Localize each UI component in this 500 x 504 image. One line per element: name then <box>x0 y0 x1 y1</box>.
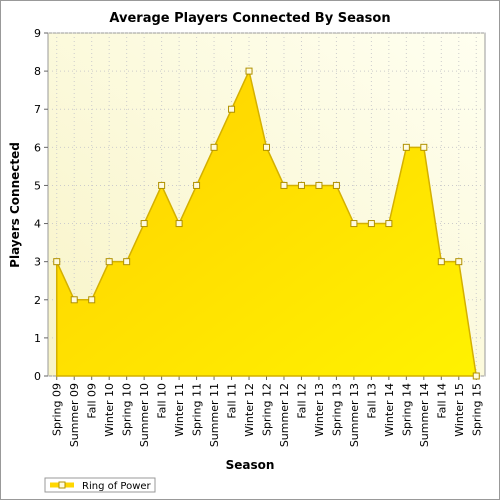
x-tick-label: Summer 12 <box>278 383 291 447</box>
x-tick-label: Fall 13 <box>365 383 378 419</box>
x-tick-label: Spring 13 <box>330 383 343 436</box>
x-tick-label: Winter 15 <box>453 383 466 437</box>
marker <box>53 258 61 266</box>
x-tick-label: Fall 10 <box>156 383 169 419</box>
marker <box>297 181 305 189</box>
marker <box>70 296 78 304</box>
marker <box>350 220 358 228</box>
x-tick-label: Fall 09 <box>86 383 99 419</box>
marker <box>402 143 410 151</box>
y-tick-label: 8 <box>34 65 41 78</box>
marker <box>385 220 393 228</box>
x-tick-label: Spring 09 <box>51 383 64 436</box>
legend-marker <box>58 481 66 489</box>
x-tick-label: Fall 11 <box>226 383 239 419</box>
marker <box>140 220 148 228</box>
marker <box>245 67 253 75</box>
x-axis-label: Season <box>226 458 275 472</box>
marker <box>280 181 288 189</box>
marker <box>315 181 323 189</box>
layer: 0 1 2 3 4 5 6 7 8 9 Spring 09 Summer 09 Fall 09 Winte… <box>34 27 485 492</box>
legend-label: Ring of Power <box>82 481 152 492</box>
marker <box>175 220 183 228</box>
x-tick-label: Summer 10 <box>138 383 151 447</box>
x-tick-label: Winter 12 <box>243 383 256 437</box>
x-tick-label: Spring 14 <box>400 383 413 436</box>
marker <box>123 258 131 266</box>
y-tick-label: 1 <box>34 332 41 345</box>
x-tick-label: Summer 09 <box>68 383 81 447</box>
x-tick-label: Winter 13 <box>313 383 326 437</box>
marker <box>332 181 340 189</box>
marker <box>472 372 480 380</box>
marker <box>263 143 270 151</box>
marker <box>437 258 445 266</box>
marker <box>367 220 375 228</box>
marker <box>105 258 113 266</box>
x-tick-label: Spring 11 <box>191 383 204 436</box>
x-tick-label: Spring 12 <box>261 383 274 436</box>
marker <box>455 258 463 266</box>
x-tick-label: Winter 10 <box>103 383 116 437</box>
marker <box>193 181 201 189</box>
x-tick-label: Summer 14 <box>418 383 431 447</box>
legend <box>44 477 156 493</box>
y-tick-label: 7 <box>34 103 41 116</box>
marker <box>228 105 236 113</box>
chart-title: Average Players Connected By Season <box>109 11 390 26</box>
y-tick-label: 3 <box>34 256 41 269</box>
marker <box>158 181 166 189</box>
y-tick-label: 9 <box>34 27 41 40</box>
x-tick-label: Fall 12 <box>295 383 308 419</box>
y-axis-label: Players Connected <box>8 142 22 268</box>
x-tick-label: Summer 13 <box>348 383 361 447</box>
y-tick-label: 5 <box>34 179 41 192</box>
x-tick-label: Spring 10 <box>121 383 134 436</box>
x-tick-label: Winter 11 <box>173 383 186 437</box>
y-tick-label: 0 <box>34 370 41 383</box>
marker <box>210 143 218 151</box>
marker <box>420 143 428 151</box>
y-tick-label: 6 <box>34 141 41 154</box>
x-tick-label: Fall 14 <box>435 383 448 419</box>
marker <box>88 296 96 304</box>
y-tick-label: 4 <box>34 218 41 231</box>
x-tick-label: Winter 14 <box>383 383 396 437</box>
y-tick-label: 2 <box>34 294 41 307</box>
x-tick-label: Spring 15 <box>470 383 483 436</box>
x-tick-label: Summer 11 <box>208 383 221 447</box>
